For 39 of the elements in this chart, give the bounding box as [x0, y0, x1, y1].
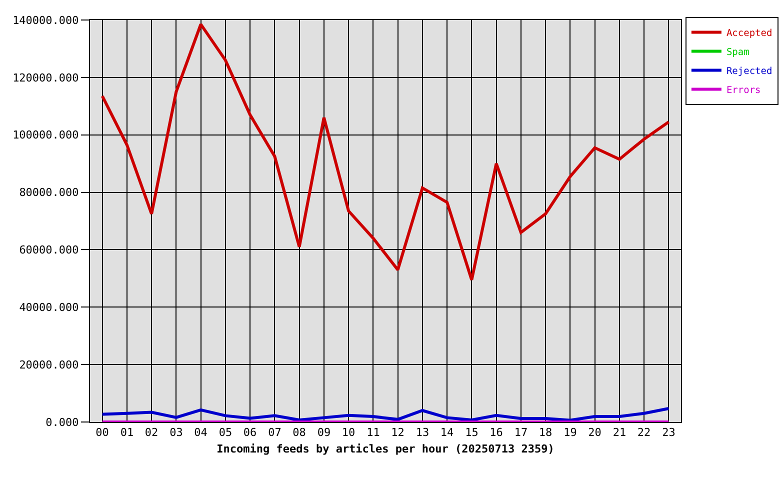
x-tick-label: 08 [292, 426, 306, 440]
y-tick-label: 40000.000 [19, 300, 79, 314]
x-tick-label: 02 [144, 426, 158, 440]
x-tick-label: 10 [342, 426, 356, 440]
x-tick-label: 14 [440, 426, 454, 440]
line-series [100, 407, 670, 422]
x-tick-label: 13 [416, 426, 430, 440]
x-tick-label: 04 [194, 426, 208, 440]
x-tick-label: 19 [564, 426, 577, 440]
x-tick-label: 05 [218, 426, 232, 440]
x-tick-label: 11 [366, 426, 380, 440]
legend-label: Accepted [726, 28, 772, 40]
x-axis-title: Incoming feeds by articles per hour (20250713 2359) [216, 442, 554, 456]
legend-label: Rejected [726, 66, 772, 78]
x-tick-label: 20 [588, 426, 602, 440]
y-tick-label: 0.000 [46, 416, 79, 429]
x-tick-label: 22 [637, 426, 651, 440]
x-tick-label: 23 [662, 426, 676, 440]
legend-label: Spam [726, 47, 750, 58]
legend-label: Errors [726, 85, 761, 96]
y-tick-label: 80000.000 [19, 186, 79, 200]
y-tick-label: 140000.000 [12, 14, 79, 27]
x-tick-label: 06 [243, 426, 257, 440]
y-tick-label: 120000.000 [12, 71, 79, 84]
x-tick-label: 21 [612, 426, 626, 440]
x-tick-label: 16 [490, 426, 503, 440]
x-tick-label: 07 [268, 426, 282, 440]
x-tick-label: 03 [170, 426, 183, 440]
y-tick-label: 20000.000 [19, 358, 79, 372]
x-tick-label: 15 [465, 426, 478, 440]
line-series [100, 22, 670, 282]
x-tick-label: 18 [538, 426, 552, 440]
y-tick-label: 60000.000 [19, 244, 79, 257]
x-tick-label: 00 [96, 426, 109, 440]
x-tick-label: 01 [120, 426, 134, 440]
x-tick-label: 12 [391, 426, 404, 440]
y-tick-label: 100000.000 [12, 128, 79, 142]
x-tick-label: 17 [514, 426, 528, 440]
x-tick-label: 09 [317, 426, 331, 440]
